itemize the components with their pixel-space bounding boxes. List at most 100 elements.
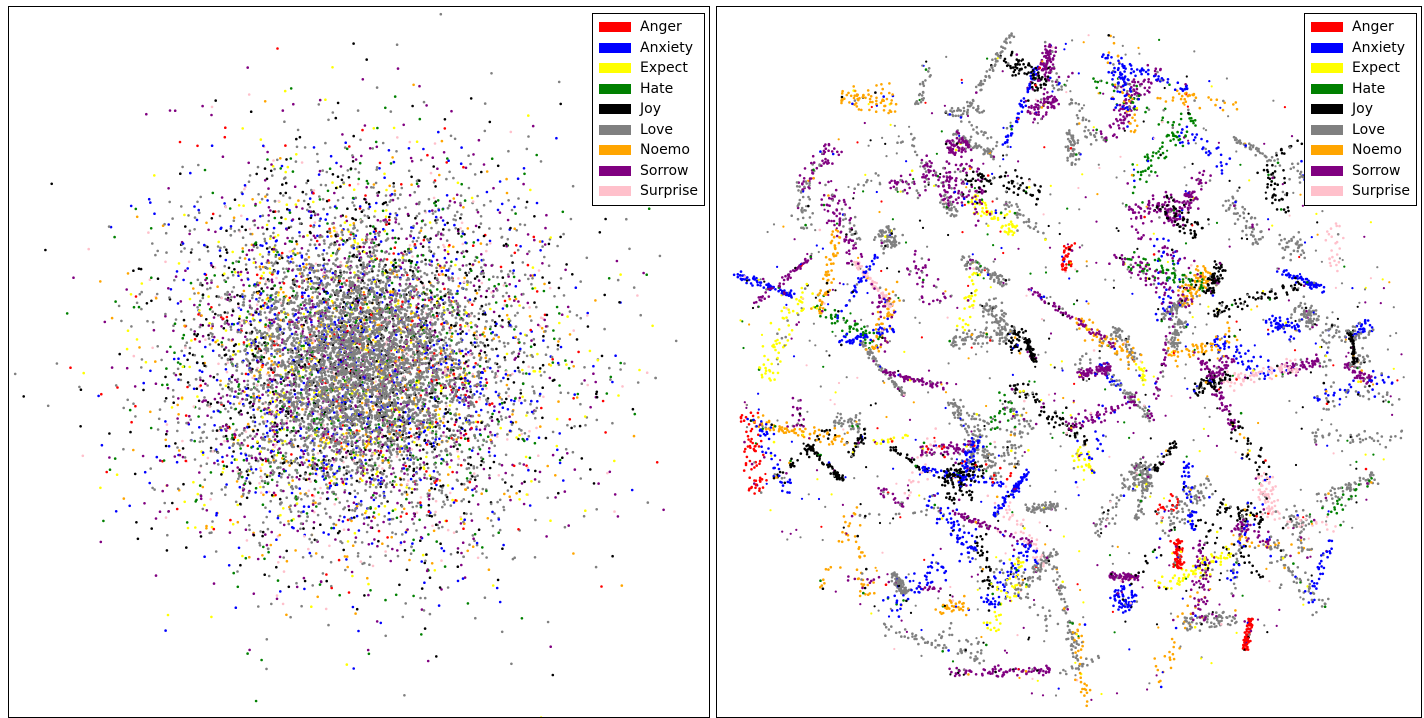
point-sorrow (125, 288, 128, 291)
point-surprise (380, 433, 384, 436)
point-hate (237, 392, 240, 396)
point-anxiety (142, 381, 145, 385)
point-anxiety (399, 419, 402, 422)
point-anxiety (255, 297, 258, 301)
point-sorrow (302, 452, 306, 456)
point-sorrow (382, 520, 385, 524)
point-sorrow (210, 281, 213, 284)
point-love (616, 278, 620, 282)
point-love (248, 174, 252, 177)
point-sorrow (292, 102, 295, 106)
point-anxiety (254, 491, 257, 494)
point-sorrow (402, 389, 405, 393)
point-sorrow (363, 124, 367, 127)
point-anxiety (392, 160, 396, 164)
point-anger (280, 251, 284, 255)
point-joy (397, 237, 400, 240)
point-joy (281, 183, 284, 186)
point-hate (394, 261, 398, 265)
point-anger (116, 386, 119, 389)
point-joy (425, 462, 429, 466)
point-sorrow (357, 276, 360, 280)
point-expect (584, 509, 587, 512)
point-sorrow (438, 520, 442, 524)
point-sorrow (460, 551, 463, 555)
point-anxiety (502, 376, 505, 380)
point-expect (287, 298, 290, 302)
point-hate (371, 494, 375, 497)
point-sorrow (220, 325, 223, 328)
point-love (413, 436, 417, 440)
point-sorrow (352, 501, 356, 505)
point-surprise (485, 249, 488, 253)
point-noemo (371, 338, 375, 342)
point-love (327, 623, 330, 627)
point-love (476, 194, 479, 198)
point-anxiety (209, 262, 213, 265)
point-love (196, 278, 200, 282)
point-expect (339, 237, 342, 240)
point-love (430, 264, 434, 267)
point-hate (279, 167, 283, 170)
point-love (211, 332, 214, 336)
point-joy (402, 457, 406, 461)
point-sorrow (489, 430, 492, 434)
point-joy (548, 281, 551, 285)
point-joy (233, 198, 237, 201)
point-joy (473, 277, 477, 280)
point-anxiety (376, 334, 380, 338)
point-anxiety (435, 483, 438, 487)
point-love (522, 351, 526, 354)
point-joy (246, 411, 249, 415)
point-surprise (339, 260, 343, 264)
point-love (55, 362, 59, 365)
point-joy (355, 607, 359, 611)
point-love (245, 352, 248, 356)
point-love (341, 174, 345, 177)
point-joy (174, 442, 177, 445)
point-love (46, 404, 50, 408)
point-anxiety (404, 410, 407, 414)
point-love (120, 319, 123, 323)
point-sorrow (188, 414, 191, 418)
point-love (453, 137, 457, 141)
point-love (237, 442, 240, 445)
point-sorrow (560, 313, 564, 317)
point-love (354, 472, 358, 475)
point-love (499, 379, 503, 383)
point-anger (210, 306, 213, 309)
point-sorrow (482, 367, 486, 371)
point-love (500, 236, 503, 239)
point-joy (444, 407, 448, 411)
point-love (438, 473, 441, 476)
point-sorrow (384, 218, 387, 221)
point-expect (376, 470, 379, 474)
point-hate (286, 428, 289, 432)
point-hate (446, 157, 449, 160)
point-joy (255, 172, 258, 176)
point-anxiety (175, 460, 179, 464)
point-joy (456, 447, 459, 451)
point-joy (410, 175, 413, 179)
point-sorrow (247, 161, 250, 165)
point-surprise (303, 535, 306, 538)
point-anxiety (280, 164, 284, 168)
point-joy (595, 395, 599, 399)
point-love (321, 169, 325, 172)
point-noemo (438, 479, 442, 482)
point-hate (244, 556, 248, 560)
point-hate (278, 221, 281, 225)
point-love (342, 507, 345, 511)
point-love (445, 177, 448, 181)
point-expect (466, 283, 469, 287)
point-sorrow (406, 528, 409, 531)
point-love (368, 485, 372, 489)
point-sorrow (476, 452, 480, 456)
point-love (529, 402, 532, 406)
point-expect (613, 459, 616, 463)
point-love (465, 264, 468, 267)
point-joy (189, 251, 193, 254)
point-sorrow (597, 482, 600, 485)
point-expect (409, 341, 413, 344)
point-love (375, 166, 379, 169)
